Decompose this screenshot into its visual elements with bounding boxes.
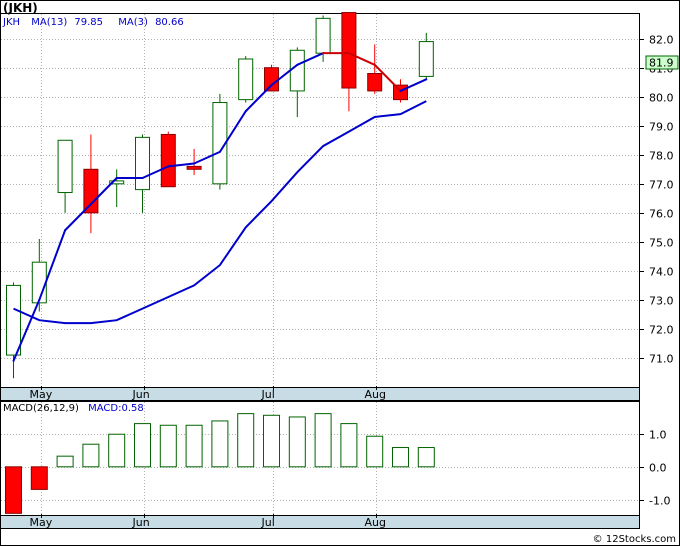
month-label: Jun [132, 516, 150, 529]
ma13-segment [89, 177, 118, 206]
candle-body [83, 168, 99, 214]
price-tick-label: 76.0 [649, 208, 674, 221]
month-label: Jul [261, 388, 275, 401]
macd-label: MACD(26,12,9) [3, 403, 79, 414]
price-tick-label: 74.0 [649, 266, 674, 279]
candle-body [109, 180, 125, 185]
month-label: May [30, 516, 53, 529]
macd-bar [263, 414, 280, 468]
legend-ma13-label: MA(13) [31, 17, 67, 28]
macd-histogram [5, 413, 435, 514]
moving-average-lines [12, 52, 428, 362]
ma13-segment [270, 63, 299, 87]
ma13-segment [12, 298, 41, 362]
svg-text:MACD(26,12,9) MACD:0.58: MACD(26,12,9) MACD:0.58 [3, 403, 144, 414]
macd-bar [56, 455, 74, 468]
month-axis-bottom: May Jun Jul Aug [30, 514, 386, 529]
chart-title: (JKH) [3, 1, 38, 15]
legend-ma3-label: MA(3) [118, 17, 148, 28]
macd-bar [314, 413, 332, 468]
price-panel: 71.0 72.0 73.0 74.0 75.0 76.0 77.0 78.0 79.0 80.0… [0, 12, 679, 388]
last-price-tag [645, 55, 679, 70]
candle-body [367, 73, 383, 92]
macd-tick-label: 1.0 [649, 429, 667, 442]
macd-bar [30, 466, 48, 490]
macd-bar [288, 416, 306, 468]
macd-tick-label: -1.0 [649, 495, 670, 508]
month-label: May [30, 388, 53, 401]
candle-body [57, 139, 73, 194]
ma13-segment [244, 84, 273, 113]
candle-body [341, 12, 357, 89]
price-tick-label: 82.0 [649, 34, 674, 47]
macd-bar [134, 423, 151, 468]
candle-body [238, 58, 254, 101]
macd-bar [417, 447, 435, 468]
price-tick-label: 77.0 [649, 179, 674, 192]
legend-ma3-value: 80.66 [155, 17, 184, 28]
macd-axis: -1.0 0.0 1.0 [640, 429, 670, 508]
price-grid [1, 14, 640, 387]
candle-body [264, 67, 279, 92]
month-axis-band-bottom [0, 515, 640, 529]
price-tick-label: 72.0 [649, 324, 674, 337]
month-label: Jun [132, 388, 150, 401]
macd-bar [185, 424, 203, 468]
month-axis-top: May Jun Jul Aug [30, 386, 386, 401]
ma13-segment [296, 52, 325, 66]
legend-symbol: JKH [2, 17, 20, 28]
candle-body [212, 102, 228, 185]
month-label: Aug [365, 516, 386, 529]
macd-bar [159, 424, 177, 468]
ma13-segment [218, 110, 247, 153]
price-tick-label: 79.0 [649, 121, 674, 134]
ma13-segment [373, 63, 402, 92]
candle-body [135, 136, 150, 191]
macd-tick-label: 0.0 [649, 462, 667, 475]
macd-bar [392, 447, 409, 468]
ma13-segment [399, 78, 428, 92]
macd-bar [340, 423, 358, 468]
macd-bar [237, 413, 255, 468]
ma3-line [13, 100, 427, 325]
macd-value-label: MACD:0.58 [88, 403, 144, 414]
macd-bar [211, 420, 229, 468]
svg-text:JKH MA(13) 79.85: JKH MA(13) 79.85 MA(3) 80.66 [2, 17, 184, 28]
legend-ma13-value: 79.85 [74, 17, 103, 28]
candle-body [31, 261, 47, 304]
macd-bar [108, 433, 126, 468]
watermark: © 12Stocks.com [593, 534, 676, 545]
candle-body [315, 17, 331, 54]
macd-bar [82, 443, 100, 468]
candle-body [186, 165, 202, 170]
candle-body [418, 41, 434, 77]
macd-panel: -1.0 0.0 1.0 MACD(26,12,9) MACD:0.58 [0, 401, 670, 516]
price-tick-label: 73.0 [649, 295, 674, 308]
ma13-segment [38, 229, 67, 301]
month-label: Jul [261, 516, 275, 529]
candle-body [289, 49, 305, 92]
candle-body [160, 133, 176, 188]
price-tick-label: 80.0 [649, 92, 674, 105]
ma13-segment [64, 203, 92, 232]
macd-bar [366, 435, 384, 468]
ma13-segment [167, 162, 196, 168]
ma13-segment [141, 165, 170, 180]
price-tick-label: 75.0 [649, 237, 674, 250]
last-price-label: 81.9 [649, 57, 674, 70]
ma13-segment [193, 150, 221, 165]
macd-bar [5, 466, 22, 514]
candles [6, 12, 434, 379]
month-axis-band-top [0, 387, 640, 401]
ma13-segment [347, 52, 376, 66]
candle-body [6, 284, 21, 356]
price-tick-label: 71.0 [649, 353, 674, 366]
price-tick-label: 78.0 [649, 150, 674, 163]
month-label: Aug [365, 388, 386, 401]
